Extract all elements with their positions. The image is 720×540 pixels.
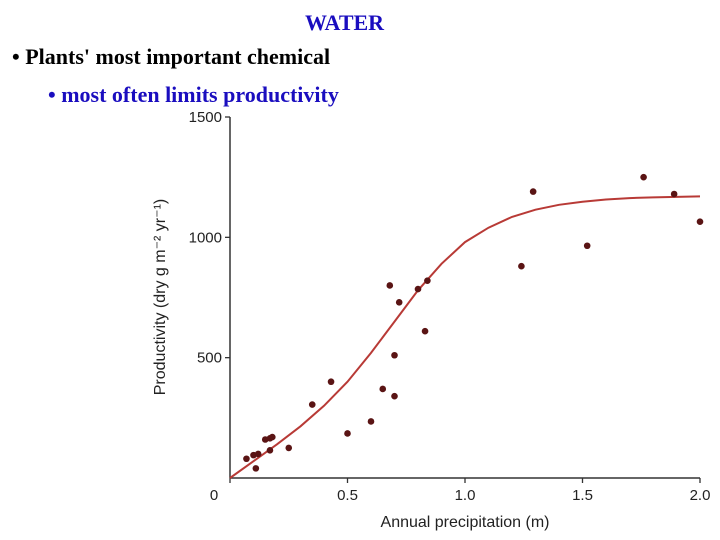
data-point [670, 190, 678, 198]
data-point [395, 299, 403, 306]
x-tick-label: 0 [210, 487, 218, 504]
data-points-layer [243, 173, 704, 472]
data-point [391, 351, 398, 359]
x-tick-label: 2.0 [690, 487, 711, 504]
chart-tick-labels: 500 1000 1500 0 0.5 1.0 1.5 2.0 [189, 109, 711, 504]
bullet-limits-productivity: • most often limits productivity [48, 82, 339, 107]
trend-curve-layer [229, 195, 701, 479]
x-tick-label: 1.5 [572, 487, 593, 504]
data-point [421, 327, 429, 335]
data-point [367, 418, 375, 425]
slide-title: WATER [305, 10, 385, 35]
y-tick-label: 500 [197, 350, 222, 367]
data-point [308, 401, 316, 408]
data-point [386, 282, 394, 289]
data-point [379, 385, 387, 393]
data-point [424, 277, 431, 284]
x-axis-label: Annual precipitation (m) [381, 514, 550, 531]
data-point [252, 465, 260, 472]
trend-curve [229, 195, 701, 479]
data-point [696, 218, 704, 225]
y-axis-label: Productivity (dry g m⁻² yr⁻¹) [152, 199, 169, 395]
data-point [583, 242, 591, 250]
x-tick-label: 1.0 [455, 487, 476, 504]
data-point [254, 450, 262, 458]
x-tick-label: 0.5 [337, 487, 358, 504]
data-point [414, 285, 422, 293]
data-point [243, 455, 250, 463]
data-point [391, 392, 398, 400]
data-point [269, 433, 276, 441]
y-tick-label: 1000 [189, 229, 222, 246]
data-point [327, 378, 335, 386]
chart-axes [225, 116, 701, 483]
data-point [529, 188, 537, 195]
data-point [640, 173, 647, 181]
bullet-most-important-chemical: • Plants' most important chemical [12, 44, 331, 69]
data-point [344, 430, 351, 437]
data-point [285, 444, 293, 452]
data-point [518, 262, 525, 270]
y-tick-label: 1500 [189, 109, 222, 126]
data-point [266, 447, 274, 454]
